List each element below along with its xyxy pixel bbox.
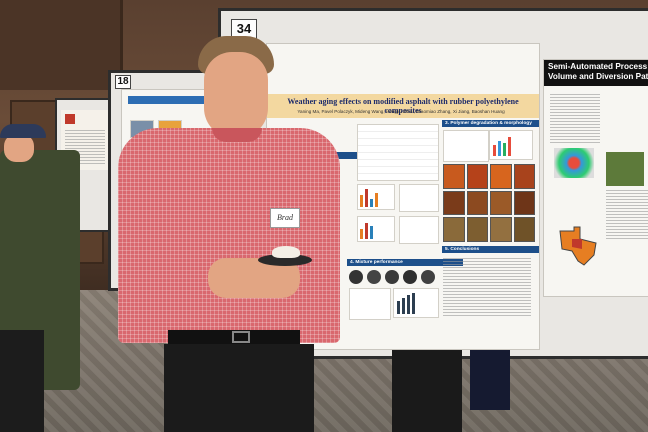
- man-shirt: [118, 128, 340, 343]
- heat-map-figure: [554, 148, 594, 178]
- microscopy-tile: [443, 164, 465, 189]
- person-legs: [470, 350, 510, 410]
- name-tag: Brad: [270, 208, 300, 228]
- spectrum-chart-figure: [443, 130, 489, 162]
- left-poster-title-bar: [128, 96, 208, 104]
- bar-chart-figure: [357, 184, 395, 210]
- person-trousers: [0, 330, 44, 432]
- sample-disc: [421, 270, 435, 284]
- microscopy-tile: [466, 190, 488, 216]
- section-header: 3. Polymer degradation & morphology: [442, 120, 539, 127]
- baseball-cap: [0, 124, 46, 138]
- person-legs: [392, 350, 462, 432]
- microscopy-tile: [513, 217, 535, 242]
- microscopy-tile: [490, 190, 512, 216]
- man-belt: [168, 330, 300, 344]
- side-poster-title-line: Semi-Automated Process for Er: [548, 62, 648, 71]
- microscopy-tile: [513, 164, 535, 189]
- side-poster-title: Semi-Automated Process for Er Volume and…: [544, 60, 648, 86]
- sample-disc: [385, 270, 399, 284]
- sample-disc: [349, 270, 363, 284]
- bar-chart-figure: [393, 288, 439, 318]
- curve-chart-figure: [399, 216, 439, 244]
- food-on-plate: [272, 246, 300, 258]
- line-chart-figure: [357, 124, 439, 181]
- curve-chart-figure: [399, 184, 439, 212]
- sample-disc: [367, 270, 381, 284]
- texas-map-figure: [559, 226, 597, 266]
- belt-buckle: [232, 331, 250, 343]
- wall-panel: [0, 0, 123, 90]
- person-face: [4, 134, 34, 162]
- section-header: 5. Conclusions: [442, 246, 539, 253]
- main-poster-authors: Yaning Ma, Pavel Polaczyk, Mideng Wang, …: [297, 109, 505, 114]
- left-board-number: 18: [115, 75, 131, 89]
- main-poster-title: Weather aging effects on modified asphal…: [267, 94, 539, 118]
- microscopy-tile: [490, 164, 512, 189]
- bar-chart-figure: [357, 216, 395, 242]
- microscopy-tile: [443, 190, 465, 216]
- morphology-image-grid: [443, 164, 535, 242]
- back-poster-logo: [65, 114, 75, 124]
- side-poster-title-line: Volume and Diversion Pathw: [548, 72, 648, 81]
- microscopy-tile: [443, 217, 465, 242]
- section-header: 4. Mixture performance: [347, 259, 463, 266]
- side-poster-text: [606, 190, 648, 240]
- back-poster: [61, 110, 111, 170]
- line-chart-figure: [349, 288, 391, 320]
- aerial-photo: [606, 152, 644, 186]
- bar-chart-figure: [489, 130, 533, 160]
- main-poster: Weather aging effects on modified asphal…: [266, 43, 540, 350]
- mixture-sample-images: [349, 270, 439, 284]
- man-face: [204, 52, 268, 138]
- side-poster: Semi-Automated Process for Er Volume and…: [543, 59, 648, 297]
- microscopy-tile: [466, 217, 488, 242]
- microscopy-tile: [513, 190, 535, 216]
- side-poster-text: [550, 94, 600, 144]
- microscopy-tile: [490, 217, 512, 242]
- microscopy-tile: [466, 164, 488, 189]
- shirt-collar: [212, 128, 262, 142]
- plate: [258, 254, 312, 266]
- man-trousers: [164, 344, 314, 432]
- sample-disc: [403, 270, 417, 284]
- conclusions-text: [443, 258, 531, 318]
